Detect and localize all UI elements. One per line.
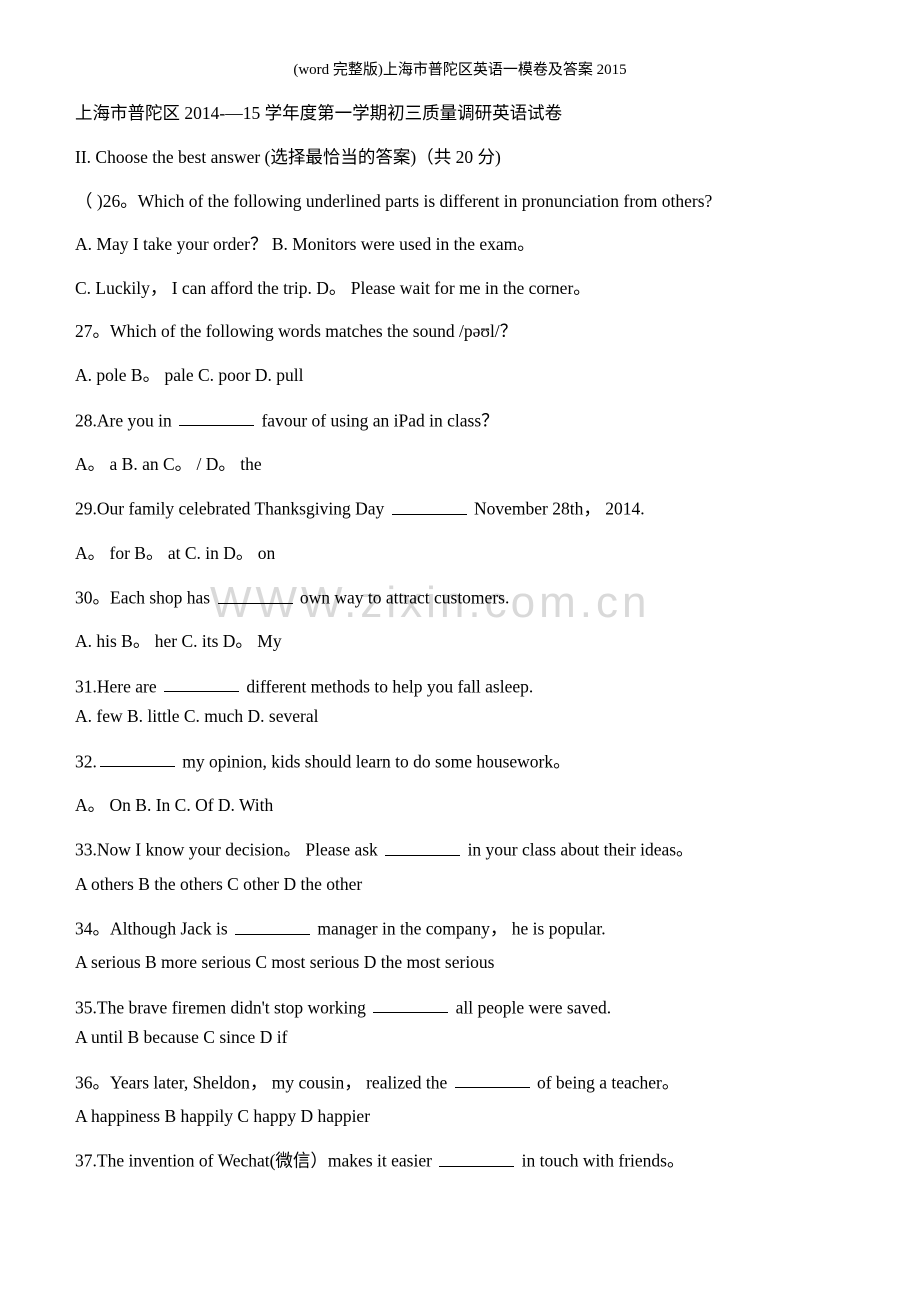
q33-stem: 33.Now I know your decision。 Please ask … (75, 837, 845, 862)
blank (179, 408, 254, 427)
blank (455, 1070, 530, 1089)
q29-pre: 29.Our family celebrated Thanksgiving Da… (75, 499, 389, 519)
blank (439, 1148, 514, 1167)
q35-options: A until B because C since D if (75, 1026, 845, 1050)
exam-title: 上海市普陀区 2014-—15 学年度第一学期初三质量调研英语试卷 (75, 102, 845, 126)
q29-stem: 29.Our family celebrated Thanksgiving Da… (75, 496, 845, 521)
q26-options-cd: C. Luckily， I can afford the trip. D。 Pl… (75, 277, 845, 301)
q26-options-ab: A. May I take your order？ B. Monitors we… (75, 233, 845, 257)
exam-page: (word 完整版)上海市普陀区英语一模卷及答案 2015 上海市普陀区 201… (0, 0, 920, 1234)
page-header: (word 完整版)上海市普陀区英语一模卷及答案 2015 (75, 60, 845, 80)
q37-pre: 37.The invention of Wechat(微信）makes it e… (75, 1151, 436, 1171)
q30-stem: 30。Each shop has own way to attract cust… (75, 585, 845, 610)
q28-options: A。 a B. an C。 / D。 the (75, 453, 845, 477)
q31-post: different methods to help you fall aslee… (242, 676, 533, 696)
q26-stem: （ )26。Which of the following underlined … (75, 190, 845, 214)
q31-pre: 31.Here are (75, 676, 161, 696)
blank (385, 837, 460, 856)
q37-stem: 37.The invention of Wechat(微信）makes it e… (75, 1148, 845, 1173)
q33-pre: 33.Now I know your decision。 Please ask (75, 840, 382, 860)
q27-stem: 27。Which of the following words matches … (75, 320, 845, 344)
q34-post: manager in the company， he is popular. (313, 919, 606, 939)
q36-post: of being a teacher。 (533, 1072, 680, 1092)
q30-options: A. his B。 her C. its D。 My (75, 630, 845, 654)
q36-options: A happiness B happily C happy D happier (75, 1105, 845, 1129)
q35-post: all people were saved. (451, 997, 611, 1017)
q35-stem: 35.The brave firemen didn't stop working… (75, 995, 845, 1020)
q28-post: favour of using an iPad in class？ (257, 410, 499, 430)
q36-stem: 36。Years later, Sheldon， my cousin， real… (75, 1070, 845, 1095)
q34-pre: 34。Although Jack is (75, 919, 232, 939)
q31-stem: 31.Here are different methods to help yo… (75, 674, 845, 699)
q35-pre: 35.The brave firemen didn't stop working (75, 997, 370, 1017)
q28-pre: 28.Are you in (75, 410, 176, 430)
blank (164, 674, 239, 693)
q30-post: own way to attract customers. (296, 588, 510, 608)
q36-pre: 36。Years later, Sheldon， my cousin， real… (75, 1072, 452, 1092)
q27-options: A. pole B。 pale C. poor D. pull (75, 364, 845, 388)
q33-post: in your class about their ideas。 (463, 840, 693, 860)
q33-options: A others B the others C other D the othe… (75, 873, 845, 897)
blank (235, 916, 310, 935)
q34-stem: 34。Although Jack is manager in the compa… (75, 916, 845, 941)
q31-options: A. few B. little C. much D. several (75, 705, 845, 729)
blank (392, 496, 467, 515)
q29-post: November 28th， 2014. (470, 499, 645, 519)
q29-options: A。 for B。 at C. in D。 on (75, 542, 845, 566)
blank (100, 749, 175, 768)
q32-options: A。 On B. In C. Of D. With (75, 794, 845, 818)
section-header: II. Choose the best answer (选择最恰当的答案)（共 … (75, 146, 845, 170)
q32-stem: 32. my opinion, kids should learn to do … (75, 749, 845, 774)
q28-stem: 28.Are you in favour of using an iPad in… (75, 408, 845, 433)
q32-post: my opinion, kids should learn to do some… (178, 751, 571, 771)
q34-options: A serious B more serious C most serious … (75, 951, 845, 975)
blank (218, 585, 293, 604)
q37-post: in touch with friends。 (517, 1151, 684, 1171)
q32-pre: 32. (75, 751, 97, 771)
q30-pre: 30。Each shop has (75, 588, 215, 608)
blank (373, 995, 448, 1014)
